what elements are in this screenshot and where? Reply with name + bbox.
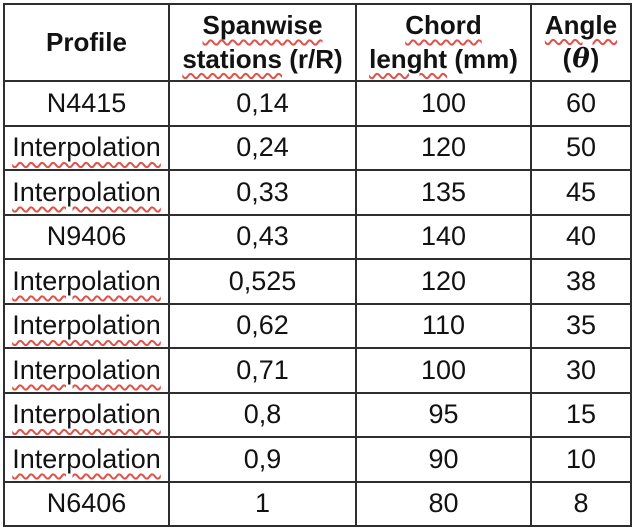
chord-length-cell: 100 <box>355 347 532 394</box>
table-row: Interpolation 0,33 135 45 <box>3 169 632 216</box>
table-row: Interpolation 0,24 120 50 <box>3 124 632 171</box>
spanwise-station-cell: 0,525 <box>168 258 357 305</box>
header-label-chord: Chord <box>405 10 482 41</box>
angle-cell: 35 <box>530 302 632 349</box>
header-cell-angle: Angle (θ) <box>530 3 632 82</box>
table-row: Interpolation 0,71 100 30 <box>3 347 632 394</box>
profile-value: Interpolation <box>12 265 161 296</box>
header-label-spanwise: Spanwise <box>202 10 323 41</box>
blade-geometry-table: Profile Spanwise stations (r/R) Chord le… <box>3 3 632 527</box>
chord-length-cell: 90 <box>355 436 532 483</box>
header-cell-profile: Profile <box>3 3 170 82</box>
chord-length-cell: 80 <box>355 480 532 527</box>
spanwise-station-cell: 0,43 <box>168 213 357 260</box>
spanwise-station-cell: 1 <box>168 480 357 527</box>
table-row: Interpolation 0,8 95 15 <box>3 391 632 438</box>
profile-value: Interpolation <box>12 176 161 207</box>
table-row: N9406 0,43 140 40 <box>3 213 632 260</box>
table-row: Interpolation 0,9 90 10 <box>3 436 632 483</box>
spanwise-station-cell: 0,71 <box>168 347 357 394</box>
angle-cell: 38 <box>530 258 632 305</box>
table-header-row: Profile Spanwise stations (r/R) Chord le… <box>3 3 632 82</box>
table-row: Interpolation 0,62 110 35 <box>3 302 632 349</box>
chord-length-cell: 110 <box>355 302 532 349</box>
header-label-mm-unit: (mm) <box>454 43 518 74</box>
profile-value: N9406 <box>46 221 127 252</box>
chord-length-cell: 120 <box>355 258 532 305</box>
profile-cell: Interpolation <box>3 258 170 305</box>
spanwise-station-cell: 0,33 <box>168 169 357 216</box>
spanwise-station-cell: 0,9 <box>168 436 357 483</box>
profile-value: Interpolation <box>12 399 161 430</box>
spanwise-station-cell: 0,8 <box>168 391 357 438</box>
header-label-profile: Profile <box>46 26 127 57</box>
table-row: Interpolation 0,525 120 38 <box>3 258 632 305</box>
theta-symbol: θ <box>572 44 590 74</box>
profile-value: N4415 <box>46 87 127 118</box>
header-cell-chord-length: Chord lenght (mm) <box>355 3 532 82</box>
header-label-r-over-R-unit: (r/R) <box>289 43 343 74</box>
header-label-angle: Angle <box>544 9 618 40</box>
angle-cell: 15 <box>530 391 632 438</box>
angle-cell: 30 <box>530 347 632 394</box>
angle-cell: 40 <box>530 213 632 260</box>
chord-length-cell: 95 <box>355 391 532 438</box>
profile-cell: Interpolation <box>3 169 170 216</box>
profile-value: Interpolation <box>12 310 161 341</box>
angle-paren-close: ) <box>590 43 600 73</box>
profile-cell: Interpolation <box>3 347 170 394</box>
profile-value: N6406 <box>46 488 127 519</box>
angle-cell: 60 <box>530 80 632 127</box>
angle-cell: 45 <box>530 169 632 216</box>
chord-length-cell: 140 <box>355 213 532 260</box>
chord-length-cell: 100 <box>355 80 532 127</box>
header-label-stations: stations <box>182 43 282 74</box>
chord-length-cell: 120 <box>355 124 532 171</box>
profile-cell: Interpolation <box>3 391 170 438</box>
angle-cell: 50 <box>530 124 632 171</box>
profile-cell: N9406 <box>3 213 170 260</box>
chord-length-cell: 135 <box>355 169 532 216</box>
angle-cell: 10 <box>530 436 632 483</box>
header-label-lenght: lenght <box>369 43 448 74</box>
profile-cell: Interpolation <box>3 302 170 349</box>
spanwise-station-cell: 0,14 <box>168 80 357 127</box>
profile-cell: N4415 <box>3 80 170 127</box>
table-row: N6406 1 80 8 <box>3 480 632 527</box>
spanwise-station-cell: 0,62 <box>168 302 357 349</box>
header-cell-spanwise-stations: Spanwise stations (r/R) <box>168 3 357 82</box>
table-row: N4415 0,14 100 60 <box>3 80 632 127</box>
profile-value: Interpolation <box>12 132 161 163</box>
profile-value: Interpolation <box>12 354 161 385</box>
angle-paren-open: ( <box>562 43 572 73</box>
profile-cell: Interpolation <box>3 436 170 483</box>
profile-cell: N6406 <box>3 480 170 527</box>
profile-value: Interpolation <box>12 443 161 474</box>
angle-cell: 8 <box>530 480 632 527</box>
spanwise-station-cell: 0,24 <box>168 124 357 171</box>
profile-cell: Interpolation <box>3 124 170 171</box>
